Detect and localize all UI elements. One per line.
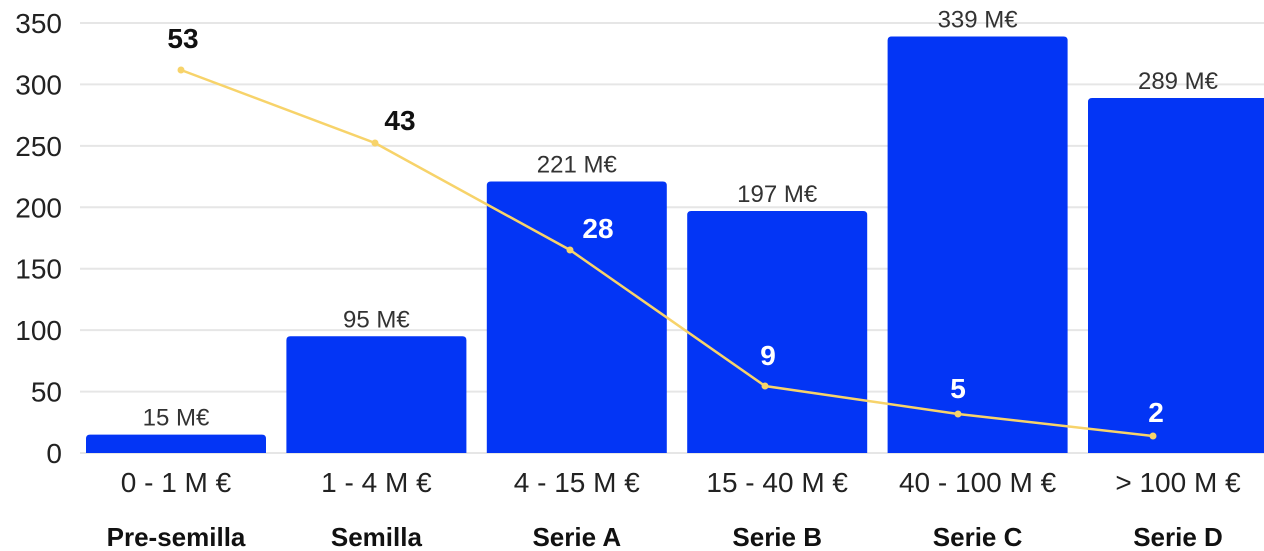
bar-value-labels: 15 M€ 95 M€ 221 M€ 197 M€ 339 M€ 289 M€ <box>143 7 1219 432</box>
line-value-label: 5 <box>950 373 966 404</box>
x-category-label: 15 - 40 M € <box>706 467 848 498</box>
y-axis: 0 50 100 150 200 250 300 350 <box>15 8 62 469</box>
bar <box>486 181 667 453</box>
line-value-label: 2 <box>1148 397 1164 428</box>
line-value-label: 9 <box>760 340 776 371</box>
x-stage-label: Serie D <box>1133 522 1223 551</box>
line-value-label: 43 <box>384 105 415 136</box>
y-tick-label: 350 <box>15 8 62 39</box>
line-value-label: 28 <box>582 213 613 244</box>
x-stage-label: Serie C <box>933 522 1023 551</box>
y-tick-label: 0 <box>46 438 62 469</box>
x-category-label: 4 - 15 M € <box>514 467 640 498</box>
x-axis: 0 - 1 M € Pre-semilla 1 - 4 M € Semilla 4 - … <box>107 467 1241 551</box>
bar <box>286 336 467 453</box>
x-category-label: 0 - 1 M € <box>121 467 232 498</box>
bar <box>887 36 1068 454</box>
x-stage-label: Pre-semilla <box>107 522 246 551</box>
x-stage-label: Serie A <box>532 522 621 551</box>
bar-value-label: 289 M€ <box>1138 68 1219 95</box>
line-value-label: 53 <box>167 23 198 54</box>
line-point <box>954 410 962 418</box>
bar-value-label: 221 M€ <box>537 151 618 178</box>
y-tick-label: 250 <box>15 131 62 162</box>
count-line: 53 43 28 9 5 2 <box>167 23 1164 440</box>
bar <box>86 434 266 453</box>
line-path <box>180 68 1154 438</box>
x-stage-label: Semilla <box>331 522 423 551</box>
line-point <box>177 66 185 74</box>
bar <box>1088 97 1264 453</box>
bar-value-label: 15 M€ <box>143 405 210 432</box>
x-category-label: > 100 M € <box>1115 467 1241 498</box>
line-point <box>566 246 574 254</box>
y-tick-label: 150 <box>15 254 62 285</box>
bars <box>86 36 1264 454</box>
bar-value-label: 339 M€ <box>938 7 1019 34</box>
y-tick-label: 200 <box>15 192 62 223</box>
y-tick-label: 300 <box>15 69 62 100</box>
bar-value-label: 95 M€ <box>343 306 410 333</box>
x-category-label: 1 - 4 M € <box>321 467 432 498</box>
y-tick-label: 100 <box>15 315 62 346</box>
line-point <box>761 382 769 390</box>
x-stage-label: Serie B <box>732 522 822 551</box>
bar-value-label: 197 M€ <box>737 181 818 208</box>
bar <box>687 210 868 453</box>
line-point <box>1149 432 1157 440</box>
y-tick-label: 50 <box>31 377 62 408</box>
line-point <box>371 139 379 147</box>
gridlines <box>80 22 1264 454</box>
x-category-label: 40 - 100 M € <box>899 467 1057 498</box>
